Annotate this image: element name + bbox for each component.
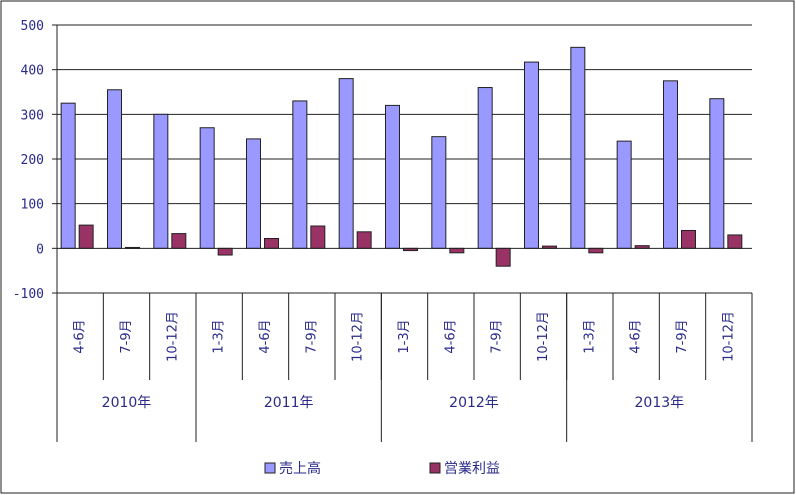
- x-year-label: 2012年: [449, 395, 499, 411]
- axes: [52, 24, 752, 294]
- y-tick-label: 500: [21, 19, 44, 34]
- bar-sales: [153, 113, 169, 249]
- x-category-label: 7-9月: [304, 319, 319, 353]
- x-year-label: 2010年: [102, 395, 152, 411]
- x-category-label: 1-3月: [582, 319, 597, 353]
- x-category-label: 4-6月: [629, 319, 644, 353]
- x-year-label: 2013年: [635, 395, 685, 411]
- bar-operating-profit: [264, 238, 279, 249]
- legend-swatch: [264, 462, 276, 474]
- x-category-label: 7-9月: [675, 319, 690, 353]
- x-axis-category-labels: 4-6月 7-9月 10-12月 2010年 1-3月 4-6月 7-9月 10-12月 201…: [56, 293, 753, 442]
- bar-sales: [570, 46, 586, 249]
- y-tick-label: 300: [21, 108, 44, 123]
- x-category-label: 4-6月: [73, 319, 88, 353]
- x-category-label: 4-6月: [258, 319, 273, 353]
- x-category-label: 1-3月: [212, 319, 227, 353]
- x-category-label: 10-12月: [351, 311, 366, 362]
- bar-sales: [60, 102, 76, 249]
- bar-sales: [199, 127, 215, 249]
- legend-label: 営業利益: [444, 461, 500, 477]
- bar-sales: [338, 78, 354, 249]
- bar-sales: [616, 140, 632, 249]
- legend-swatch: [429, 462, 441, 474]
- bar-sales: [663, 80, 678, 249]
- x-category-label: 4-6月: [443, 319, 458, 353]
- bar-sales: [477, 87, 493, 249]
- bar-sales: [709, 98, 725, 249]
- bar-operating-profit: [217, 247, 233, 256]
- bar-sales: [107, 89, 122, 249]
- bar-sales: [292, 100, 308, 249]
- bar-sales: [385, 104, 400, 249]
- bar-operating-profit: [78, 224, 94, 249]
- bar-operating-profit: [588, 247, 604, 254]
- x-category-label: 7-9月: [119, 319, 134, 353]
- bars: [60, 46, 743, 267]
- bar-operating-profit: [681, 229, 696, 249]
- x-category-label: 10-12月: [536, 311, 551, 362]
- x-category-label: 7-9月: [490, 319, 505, 353]
- y-tick-label: 200: [21, 153, 44, 168]
- y-tick-label: 400: [21, 64, 44, 79]
- bar-operating-profit: [495, 247, 511, 267]
- y-tick-label: 100: [21, 198, 44, 213]
- bar-operating-profit: [727, 234, 743, 249]
- x-year-label: 2011年: [264, 395, 314, 411]
- y-tick-label: 0: [36, 242, 44, 257]
- y-tick-label: -100: [13, 287, 44, 302]
- legend-label: 売上高: [279, 460, 321, 477]
- bar-sales: [431, 136, 447, 249]
- bar-operating-profit: [310, 225, 326, 249]
- bar-operating-profit: [356, 231, 372, 249]
- bar-operating-profit: [449, 247, 465, 254]
- bar-sales: [524, 61, 539, 249]
- x-category-label: 1-3月: [397, 319, 412, 353]
- y-axis-tick-labels: -100 0 100 200 300 400 500: [13, 19, 44, 302]
- legend: 売上高 営業利益: [264, 460, 500, 477]
- x-category-label: 10-12月: [165, 311, 180, 362]
- x-category-label: 10-12月: [721, 311, 736, 362]
- bar-sales: [246, 138, 261, 249]
- bar-operating-profit: [171, 233, 187, 249]
